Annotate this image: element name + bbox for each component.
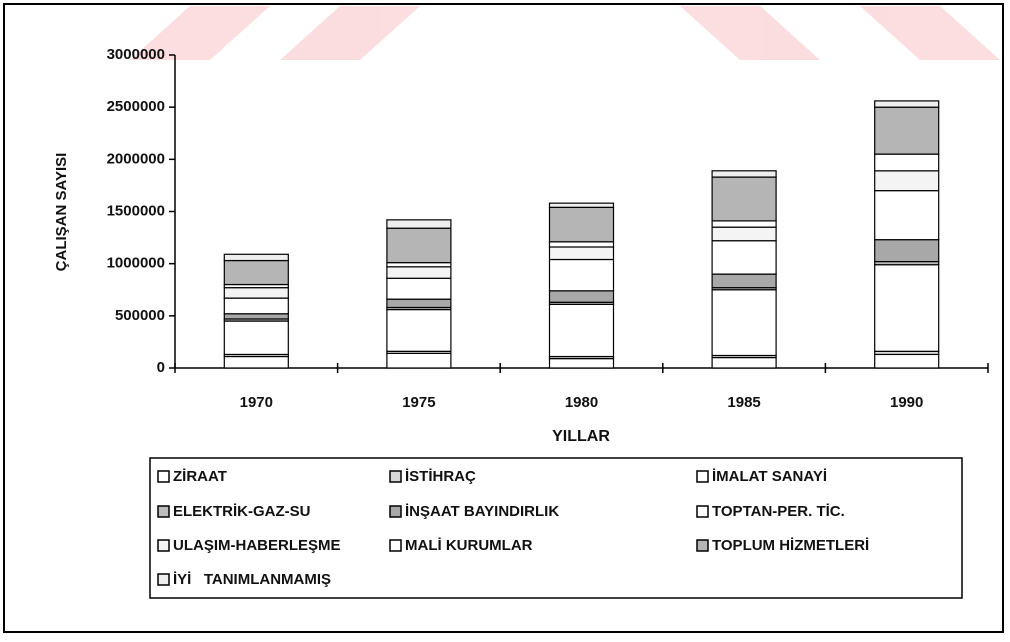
legend-label: İNŞAAT BAYINDIRLIK [405,503,559,520]
legend-swatch [389,470,402,483]
x-axis-label: YILLAR [552,428,610,445]
bar-segment [874,106,940,155]
bar-segment [548,246,615,261]
y-tick-label: 500000 [115,307,165,324]
frame [3,3,1004,633]
bar-segment [223,287,289,299]
y-tick-label: 2500000 [107,98,165,115]
y-tick-label: 3000000 [107,46,165,63]
legend-swatch [389,505,402,518]
bar-segment [386,227,452,264]
legend-swatch [696,505,709,518]
legend-swatch [696,539,709,552]
bar-segment [711,356,777,369]
legend-label: MALİ KURUMLAR [405,537,533,554]
legend-label: İSTİHRAÇ [405,468,476,485]
legend-swatch [157,505,170,518]
legend-swatch [157,470,170,483]
bar-segment [386,262,452,268]
y-tick-label: 0 [157,359,165,376]
bar-segment [223,297,289,315]
bar-segment [223,313,289,320]
legend-label: İMALAT SANAYİ [712,468,827,485]
bar-segment [386,219,452,229]
x-tick-label: 1970 [240,394,273,411]
bar-segment [548,358,615,369]
legend-label: ZİRAAT [173,468,227,485]
bar-segment [548,206,615,243]
bar-segment [223,259,289,286]
bar-segment [386,266,452,279]
bar-segment [711,220,777,228]
bar-segment [874,153,940,172]
legend-swatch [696,470,709,483]
legend-swatch [389,539,402,552]
legend-swatch [157,539,170,552]
legend-label: TOPTAN-PER. TİC. [712,503,845,520]
bar-segment [223,355,289,369]
y-tick-label: 2000000 [107,150,165,167]
bar-segment [874,239,940,263]
bar-segment [711,176,777,222]
bar-segment [711,226,777,242]
y-tick-label: 1000000 [107,255,165,272]
bar-segment [548,290,615,303]
bar-segment [548,303,615,358]
bar-segment [223,253,289,262]
bar-segment [548,202,615,208]
x-tick-label: 1990 [890,394,923,411]
bar-segment [548,258,615,292]
bar-segment [874,170,940,192]
bar-segment [548,241,615,248]
legend-box [149,457,963,599]
bar-segment [874,264,940,352]
bar-segment [711,240,777,275]
bar-segment [711,170,777,178]
bar-segment [711,289,777,357]
bar-segment [874,353,940,369]
y-axis-label: ÇALIŞAN SAYISI [53,153,70,272]
watermark [130,6,1000,60]
legend-label: İYİ TANIMLANMAMIŞ [173,571,331,588]
bar-segment [223,320,289,356]
x-tick-label: 1985 [727,394,760,411]
legend-label: ULAŞIM-HABERLEŞME [173,537,341,554]
bar-segment [386,277,452,300]
bar-segment [874,100,940,108]
bar-segment [386,298,452,309]
bar-segment [386,352,452,369]
x-tick-label: 1980 [565,394,598,411]
bar-segment [874,190,940,241]
legend-label: TOPLUM HİZMETLERİ [712,537,869,554]
legend-swatch [157,573,170,586]
legend-label: ELEKTRİK-GAZ-SU [173,503,311,520]
bar-segment [386,308,452,352]
y-tick-label: 1500000 [107,202,165,219]
bar-segment [711,273,777,289]
x-tick-label: 1975 [402,394,435,411]
